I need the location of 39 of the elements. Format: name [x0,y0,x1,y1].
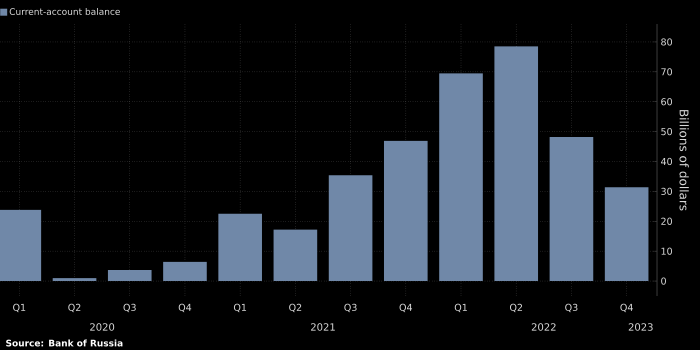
bar [218,214,262,282]
x-tick-label: Q1 [454,304,467,312]
y-axis-title: Billions of dollars [679,110,689,210]
x-tick-label: Q4 [400,304,412,312]
y-tick-label: 70 [661,68,672,76]
x-tick-label: Q3 [344,304,357,312]
x-tick-label: Q4 [178,304,192,312]
text: 2023 [628,323,653,331]
x-tick-label: Q2 [510,304,522,312]
bar [108,270,152,282]
text: 2020 [90,323,114,331]
x-tick-label: Q2 [68,304,80,312]
x-tick-label: Q3 [565,304,578,312]
x-tick-label: Q3 [124,304,136,312]
y-tick-label: 50 [661,128,672,136]
bar [328,175,372,282]
text: 2022 [532,323,556,331]
text: 2021 [311,323,335,331]
bar [52,278,96,282]
y-tick-label: 30 [661,188,672,195]
source-note: Source: Bank of Russia [6,340,122,346]
bar [274,230,318,282]
bar [439,73,483,282]
x-tick-label: Q2 [289,304,302,312]
y-tick-label: 0 [661,277,666,285]
y-tick-label: 80 [661,38,672,46]
x-tick-label: Q1 [13,304,26,312]
bar [384,140,428,282]
y-tick-label: 10 [662,248,672,255]
x-tick-label: Q1 [234,304,246,312]
x-tick-label: Q4 [620,304,633,312]
bar [604,187,648,282]
bar [550,136,594,282]
y-tick-label: 40 [661,158,672,166]
legend-label: Current-account balance [10,8,120,15]
bar [163,262,207,282]
y-tick-label: 60 [661,98,672,106]
bar [494,46,538,282]
y-tick-label: 20 [661,218,672,225]
